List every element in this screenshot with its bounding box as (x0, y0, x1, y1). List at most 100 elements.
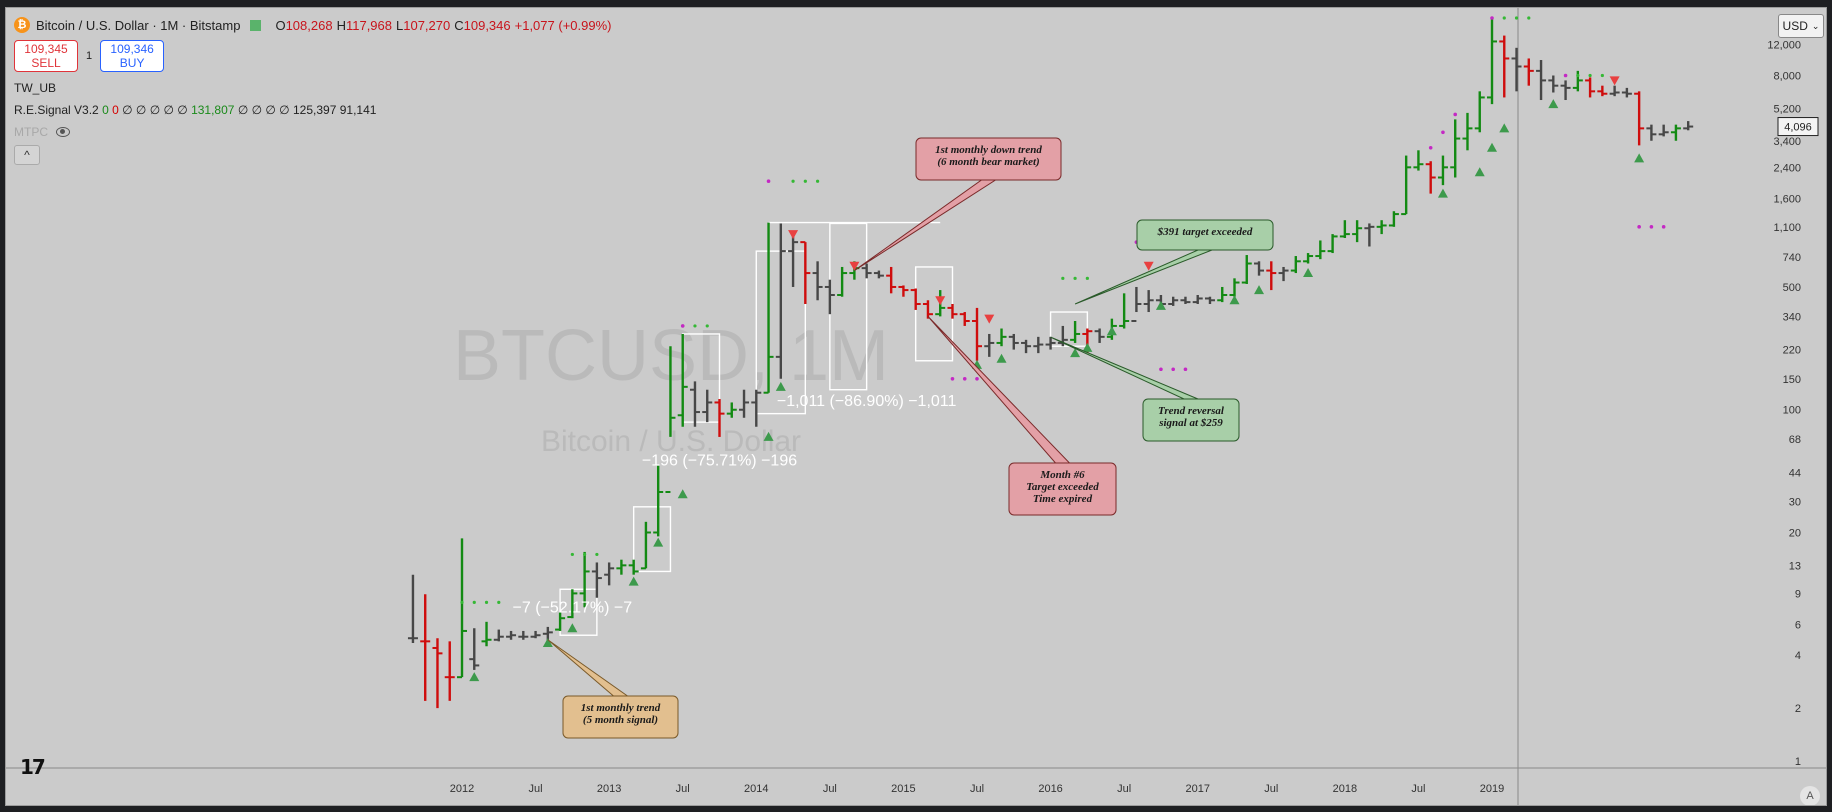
target-dot (497, 600, 501, 604)
callout-text: 1st monthly down trend (935, 144, 1042, 156)
time-tick-label: Jul (1264, 783, 1278, 795)
ohlc-high-key: H (336, 17, 346, 33)
re-signal-name: R.E.Signal V3.2 (14, 103, 99, 117)
price-tick-label: 9 (1795, 588, 1801, 600)
price-tick-label: 5,200 (1773, 103, 1801, 115)
measure-label: −7 (−52.17%) −7 (513, 600, 633, 617)
ohlc-high-value: 117,968 (345, 17, 392, 33)
target-dot (1159, 367, 1163, 372)
bitcoin-icon: ₿ (14, 17, 30, 33)
target-dot (472, 600, 476, 604)
callout-text: (6 month bear market) (937, 156, 1039, 168)
re-signal-v3: 131,807 (191, 103, 235, 117)
target-dot (1085, 276, 1089, 280)
flag-icon[interactable] (250, 19, 262, 31)
measure-label: −1,011 (−86.90%) −1,011 (777, 393, 957, 410)
target-dot (962, 377, 967, 381)
sell-signal-marker (984, 314, 995, 324)
buy-signal-marker (542, 637, 553, 647)
time-tick-label: Jul (970, 783, 984, 795)
price-tick-label: 100 (1783, 405, 1801, 417)
ohlc-low-value: 107,270 (403, 17, 451, 33)
buy-button[interactable]: 109,346 BUY (100, 40, 165, 72)
price-tick-label: 8,000 (1773, 70, 1801, 82)
target-dot (1171, 367, 1175, 372)
chart-frame: BTCUSD, 1M Bitcoin / U.S. Dollar 12,000 8,0… (5, 7, 1827, 806)
eye-hidden-icon[interactable] (56, 127, 70, 137)
callout-text: signal at $259 (1158, 417, 1223, 429)
target-dot (766, 179, 771, 184)
price-tick-label: 1,600 (1773, 193, 1801, 205)
price-tick-label: 30 (1789, 497, 1801, 509)
sell-label: SELL (31, 56, 61, 70)
buy-signal-marker (628, 576, 639, 586)
target-dot (1576, 73, 1580, 78)
indicator-mtpc[interactable]: MTPC (14, 125, 611, 139)
target-dot (1428, 146, 1433, 150)
currency-label: USD (1782, 19, 1808, 33)
buy-signal-marker (1254, 285, 1265, 295)
target-dot (1527, 16, 1531, 20)
sell-signal-marker (935, 296, 946, 306)
target-dot (1073, 276, 1077, 280)
price-tick-label: 500 (1783, 282, 1801, 294)
target-dot (1637, 225, 1641, 229)
buy-signal-marker (1474, 167, 1485, 177)
current-price-box (1777, 117, 1819, 137)
target-dot (1649, 225, 1654, 229)
callout-pointer (1074, 249, 1213, 305)
re-signal-v4: 125,397 (292, 103, 337, 117)
target-dot (1661, 225, 1666, 229)
target-dot (1183, 367, 1188, 372)
ohlc-low-key: L (396, 17, 404, 33)
target-dot (950, 377, 955, 381)
buy-signal-marker (1082, 342, 1093, 352)
time-tick-label: Jul (529, 783, 543, 795)
sell-button[interactable]: 109,345 SELL (14, 40, 78, 72)
buy-signal-marker (1548, 99, 1559, 109)
price-tick-label: 740 (1783, 252, 1801, 264)
tradingview-logo-icon[interactable]: 17 (20, 755, 46, 779)
callout-text: Target exceeded (1026, 481, 1099, 493)
measure-box (914, 266, 954, 362)
measure-label: −196 (−75.71%) −196 (642, 453, 797, 470)
symbol-title[interactable]: Bitcoin / U.S. Dollar · 1M · Bitstamp (36, 17, 241, 33)
callout-box (1142, 398, 1240, 442)
buy-signal-marker (1303, 268, 1314, 278)
auto-scale-button[interactable]: A (1800, 786, 1820, 805)
callout-pointer (854, 179, 998, 271)
price-tick-label: 68 (1789, 434, 1801, 446)
target-dot (803, 179, 807, 183)
price-tick-label: 1 (1795, 756, 1801, 768)
ohlc-close-value: 109,346 (463, 17, 511, 33)
price-tick-label: 2,400 (1773, 162, 1801, 174)
callout-text: Trend reversal (1158, 405, 1225, 417)
indicator-tw-ub[interactable]: TW_UB (14, 81, 56, 95)
spread-value: 1 (86, 50, 93, 62)
sell-signal-marker (788, 230, 799, 240)
measure-box (559, 588, 598, 636)
buy-signal-marker (1487, 142, 1497, 152)
callout-text: Time expired (1033, 493, 1093, 505)
buy-signal-marker (1634, 153, 1645, 163)
target-dot (1600, 73, 1604, 78)
price-tick-label: 20 (1789, 527, 1801, 539)
indicator-re-signal[interactable]: R.E.Signal V3.2 0 0 ∅ ∅ ∅ ∅ ∅ 131,807 ∅ … (14, 103, 611, 117)
ohlc-open-key: O (275, 17, 286, 33)
collapse-legend-button[interactable]: ^ (14, 145, 40, 165)
price-tick-label: 1,100 (1773, 222, 1801, 234)
target-dot (583, 552, 587, 557)
chart-legend: ₿ Bitcoin / U.S. Dollar · 1M · Bitstamp … (14, 14, 611, 139)
measure-box (1049, 311, 1089, 347)
target-dot (1514, 16, 1519, 20)
target-dot (595, 552, 599, 557)
currency-dropdown[interactable]: USD ⌄ (1778, 14, 1824, 38)
ohlc-open-value: 108,268 (285, 17, 333, 33)
callout-pointer (547, 639, 630, 697)
target-dot (791, 179, 795, 183)
time-tick-label: 2016 (1038, 783, 1062, 795)
time-tick-label: Jul (823, 783, 837, 795)
price-tick-label: 4 (1795, 650, 1801, 662)
callout-text: (5 month signal) (583, 714, 658, 726)
